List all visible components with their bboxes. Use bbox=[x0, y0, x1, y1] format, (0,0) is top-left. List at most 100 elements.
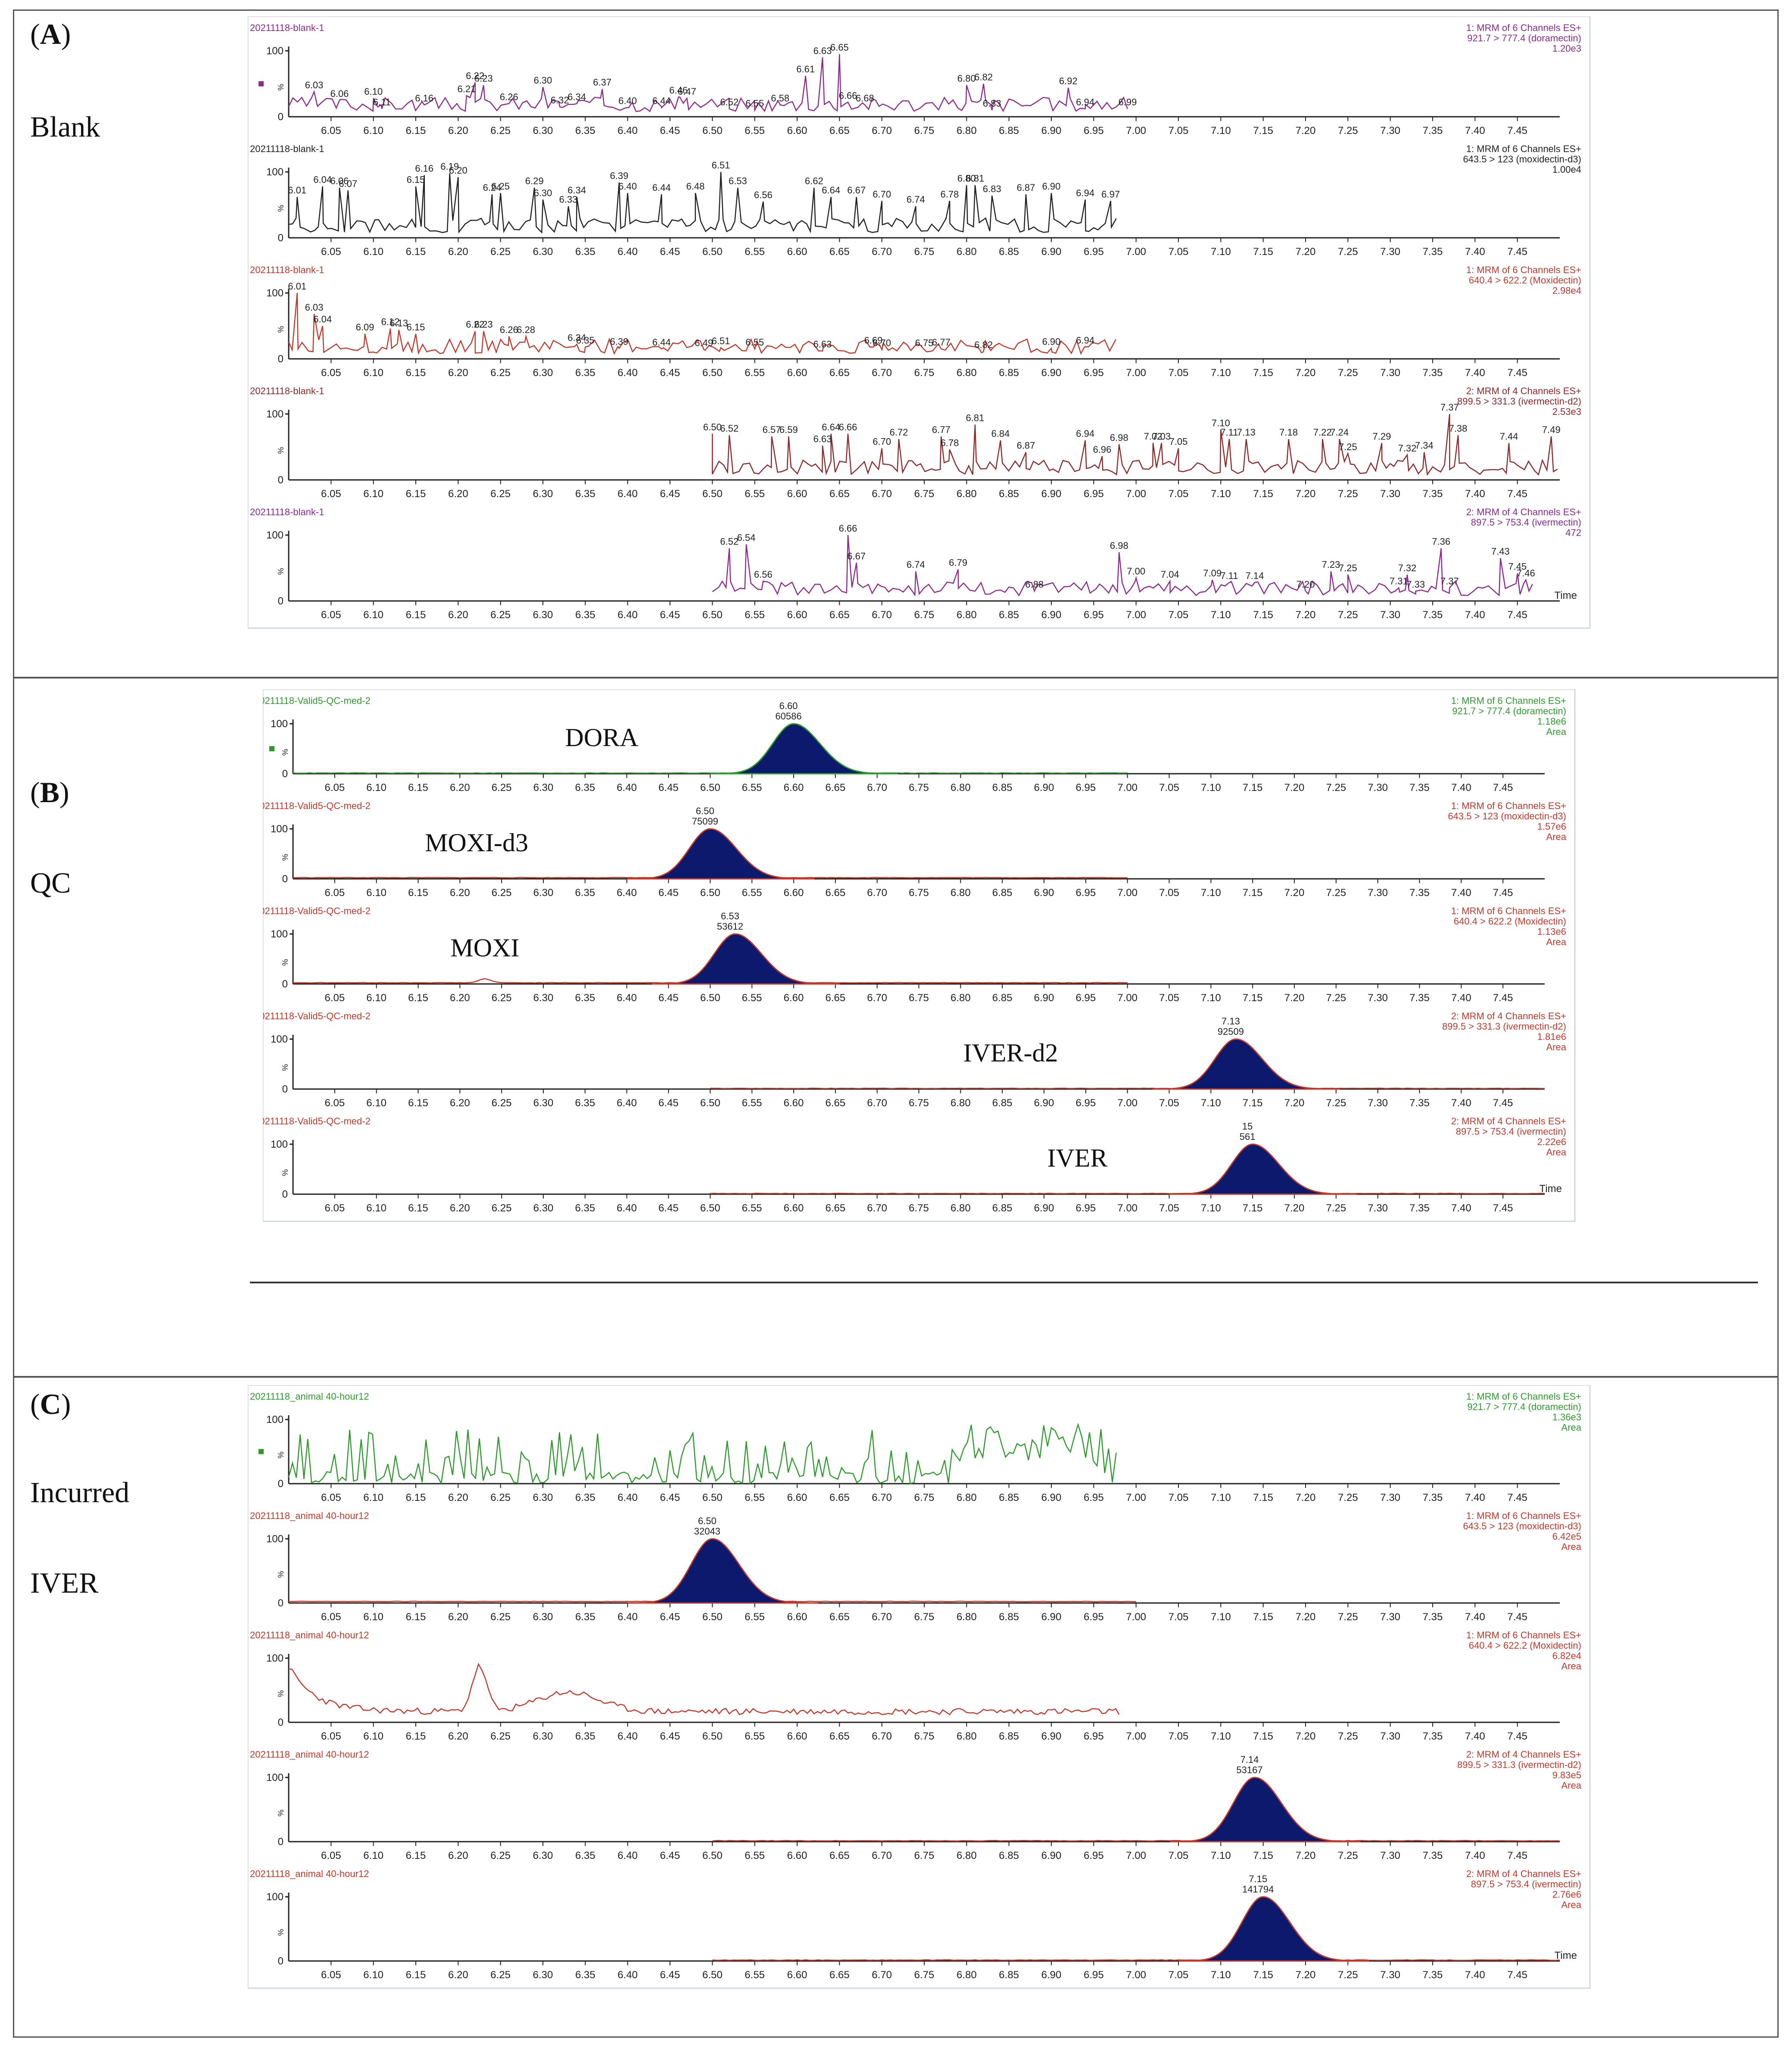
trace-A-2: 20211118-blank-1 1: MRM of 6 Channels ES+… bbox=[250, 143, 1581, 258]
peak-rt-label: 6.66 bbox=[839, 523, 857, 534]
peak-rt-label: 6.68 bbox=[856, 93, 874, 103]
x-tick-label: 7.00 bbox=[1126, 1611, 1146, 1623]
x-tick-label: 7.15 bbox=[1243, 992, 1263, 1004]
x-tick-label: 7.15 bbox=[1243, 782, 1263, 794]
x-tick-label: 6.15 bbox=[406, 1969, 426, 1981]
x-tick-label: 7.40 bbox=[1465, 246, 1485, 258]
x-tick-label: 7.30 bbox=[1380, 1731, 1400, 1742]
peak-rt-label: 6.22 bbox=[466, 319, 484, 330]
peak-rt-label: 6.37 bbox=[593, 77, 611, 88]
analyte-label: MOXI bbox=[450, 934, 519, 962]
trace-line bbox=[288, 171, 1117, 234]
peak-rt-label: 6.52 bbox=[720, 536, 739, 547]
peak-rt-label: 6.80 bbox=[957, 73, 976, 84]
y-percent-label: % bbox=[277, 1929, 285, 1936]
x-tick-label: 6.45 bbox=[660, 1969, 680, 1981]
peak-rt-label: 7.20 bbox=[1296, 579, 1315, 590]
peak-rt-label: 7.37 bbox=[1440, 402, 1459, 413]
trace-header-line: 2: MRM of 4 Channels ES+ bbox=[1466, 507, 1581, 517]
trace-header-line: 1.20e3 bbox=[1552, 43, 1581, 54]
peak-rt-label: 7.49 bbox=[1542, 424, 1561, 435]
x-tick-label: 6.60 bbox=[784, 992, 804, 1004]
x-tick-label: 7.35 bbox=[1423, 1492, 1443, 1503]
x-tick-label: 7.25 bbox=[1338, 367, 1358, 379]
peak-rt-label: 6.03 bbox=[305, 80, 324, 90]
peak-rt-label: 6.28 bbox=[517, 324, 535, 335]
peak-rt-label: 6.01 bbox=[288, 281, 306, 292]
x-tick-label: 7.15 bbox=[1253, 246, 1273, 258]
trace-header-line: 897.5 > 753.4 (ivermectin) bbox=[1471, 1879, 1581, 1889]
x-tick-label: 6.75 bbox=[914, 488, 935, 500]
x-tick-label: 6.30 bbox=[533, 782, 554, 794]
x-tick-label: 6.35 bbox=[575, 488, 595, 500]
time-axis-label: Time bbox=[1555, 590, 1577, 601]
trace-header-line: Area bbox=[1561, 1661, 1582, 1671]
x-tick-label: 7.20 bbox=[1296, 488, 1316, 500]
x-tick-label: 6.25 bbox=[492, 1202, 512, 1214]
y-tick-label: 0 bbox=[278, 111, 284, 123]
x-tick-label: 7.45 bbox=[1493, 992, 1513, 1004]
panel-a-label: (A) bbox=[30, 18, 71, 50]
x-tick-label: 6.30 bbox=[533, 1850, 553, 1861]
x-tick-label: 6.95 bbox=[1075, 887, 1096, 899]
time-axis-label: Time bbox=[1540, 1183, 1562, 1195]
x-tick-label: 6.10 bbox=[366, 1202, 386, 1214]
x-tick-label: 6.95 bbox=[1084, 1611, 1104, 1623]
y-tick-label: 0 bbox=[278, 1717, 284, 1728]
x-tick-label: 6.40 bbox=[617, 367, 638, 379]
peak-rt-label: 6.97 bbox=[1101, 189, 1120, 199]
peak-rt-label: 7.05 bbox=[1169, 436, 1188, 447]
x-tick-label: 7.40 bbox=[1451, 1097, 1471, 1109]
x-tick-label: 6.40 bbox=[617, 782, 637, 794]
x-tick-label: 7.45 bbox=[1507, 1492, 1527, 1503]
x-tick-label: 6.90 bbox=[1041, 609, 1062, 621]
x-tick-label: 7.10 bbox=[1211, 488, 1231, 500]
peak-rt-label: 6.74 bbox=[907, 194, 925, 205]
peak-rt-label: 6.04 bbox=[313, 174, 332, 185]
trace-header-line: 897.5 > 753.4 (ivermectin) bbox=[1456, 1126, 1566, 1137]
x-tick-label: 7.20 bbox=[1284, 1097, 1305, 1109]
x-tick-label: 6.60 bbox=[787, 1850, 807, 1861]
x-tick-label: 7.40 bbox=[1465, 1611, 1485, 1623]
x-tick-label: 6.60 bbox=[787, 246, 807, 258]
x-tick-label: 6.80 bbox=[957, 609, 977, 621]
x-tick-label: 6.25 bbox=[490, 1731, 511, 1742]
x-tick-label: 7.05 bbox=[1159, 1097, 1179, 1109]
baseline-line bbox=[710, 1192, 1545, 1195]
x-tick-label: 6.80 bbox=[957, 367, 977, 379]
x-tick-label: 6.55 bbox=[745, 488, 765, 500]
trace-header-line: Area bbox=[1546, 831, 1567, 842]
trace-header-line: Area bbox=[1546, 1042, 1567, 1052]
x-tick-label: 7.15 bbox=[1253, 1611, 1273, 1623]
x-tick-label: 7.05 bbox=[1169, 125, 1189, 137]
x-tick-label: 7.20 bbox=[1284, 1202, 1305, 1214]
peak-rt-label: 6.53 bbox=[721, 911, 739, 921]
x-tick-label: 7.45 bbox=[1507, 1611, 1527, 1623]
x-tick-label: 7.25 bbox=[1326, 1202, 1346, 1214]
x-tick-label: 6.50 bbox=[702, 1492, 723, 1503]
peak-rt-label: 6.12 bbox=[381, 317, 400, 327]
x-tick-label: 6.85 bbox=[999, 246, 1019, 258]
x-tick-label: 6.65 bbox=[829, 1850, 850, 1861]
x-tick-label: 6.15 bbox=[408, 782, 428, 794]
x-tick-label: 6.20 bbox=[448, 125, 468, 137]
peak-rt-label: 6.25 bbox=[491, 181, 510, 192]
chart-border bbox=[263, 689, 1576, 1222]
x-tick-label: 6.05 bbox=[321, 1611, 341, 1623]
y-percent-label: % bbox=[277, 447, 285, 454]
x-tick-label: 6.45 bbox=[660, 1731, 680, 1742]
x-tick-label: 7.35 bbox=[1409, 887, 1430, 899]
peak-rt-label: 6.35 bbox=[576, 335, 595, 346]
peak-rt-label: 6.70 bbox=[873, 189, 891, 199]
x-tick-label: 7.25 bbox=[1326, 1097, 1346, 1109]
peak-area-label: 60586 bbox=[775, 711, 801, 722]
peak-rt-label: 6.34 bbox=[567, 332, 586, 343]
x-tick-label: 7.30 bbox=[1368, 887, 1388, 899]
x-tick-label: 6.70 bbox=[872, 1969, 892, 1981]
peak-rt-label: 6.59 bbox=[779, 424, 798, 435]
peak-rt-label: 6.20 bbox=[449, 165, 467, 176]
y-tick-label: 100 bbox=[266, 1891, 284, 1903]
peak-rt-label: 7.18 bbox=[1279, 427, 1298, 438]
x-tick-label: 6.35 bbox=[575, 1850, 595, 1861]
x-tick-label: 6.20 bbox=[448, 367, 468, 379]
